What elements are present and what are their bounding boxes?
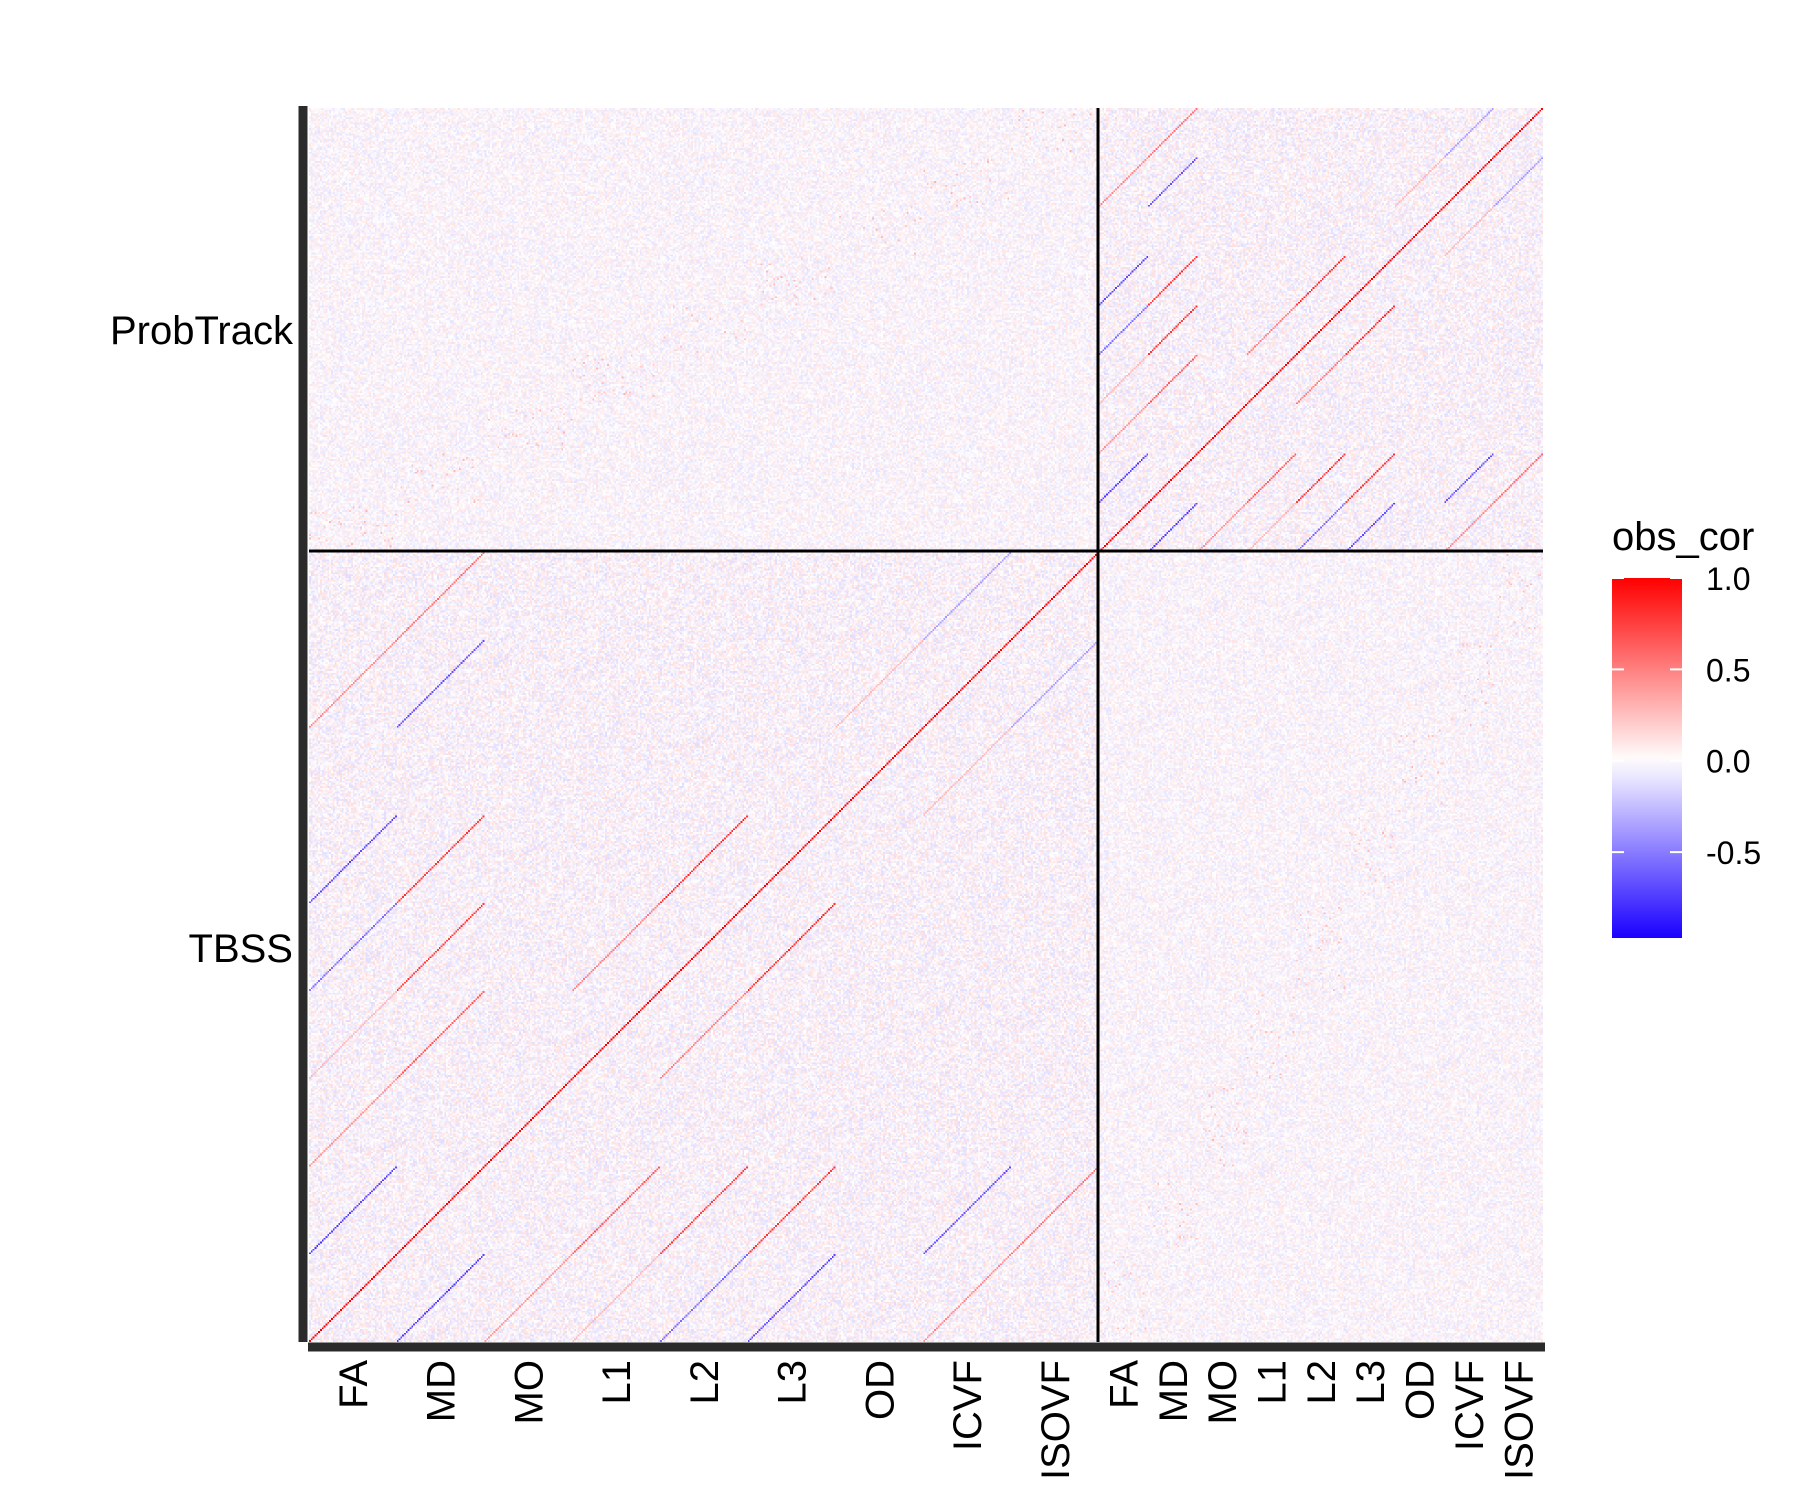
legend-tick-label: 1.0 [1706,561,1750,597]
x-tick-label: L3 [1349,1360,1393,1405]
x-tick-label: L1 [1251,1360,1295,1405]
x-tick-label: L2 [1300,1360,1344,1405]
legend-ticks: 1.0 0.5 0.0 -0.5 [1612,561,1761,871]
legend-title: obs_cor [1612,515,1754,559]
legend-tick-label: 0.0 [1706,744,1750,780]
x-tick-label: OD [858,1360,902,1420]
heatmap-cells [309,108,1543,1342]
legend-colorbar [1612,578,1682,938]
x-tick-label: L1 [595,1360,639,1405]
x-tick-label: ICVF [946,1360,990,1451]
x-tick-label: MO [1201,1360,1245,1424]
x-tick-label: ISOVF [1497,1360,1541,1480]
x-tick-label: MO [507,1360,551,1424]
x-tick-label: ICVF [1448,1360,1492,1451]
x-tick-label: ISOVF [1034,1360,1078,1480]
y-tick-probtrack: ProbTrack [110,309,294,353]
x-tick-labels: FA MD MO L1 L2 L3 OD ICVF ISOVF FA MD MO L1 L2 L3 OD ICV… [332,1360,1541,1480]
x-tick-label: MD [1152,1360,1196,1422]
legend-tick-label: -0.5 [1706,835,1761,871]
x-tick-label: MD [420,1360,464,1422]
x-tick-label: L2 [683,1360,727,1405]
x-tick-label: FA [332,1360,376,1409]
x-tick-label: FA [1102,1360,1146,1409]
y-tick-tbss: TBSS [189,927,293,971]
legend-tick-label: 0.5 [1706,652,1750,688]
x-tick-label: OD [1399,1360,1443,1420]
legend: obs_cor 1.0 0.5 0.0 -0.5 [1612,515,1761,938]
x-tick-label: L3 [771,1360,815,1405]
